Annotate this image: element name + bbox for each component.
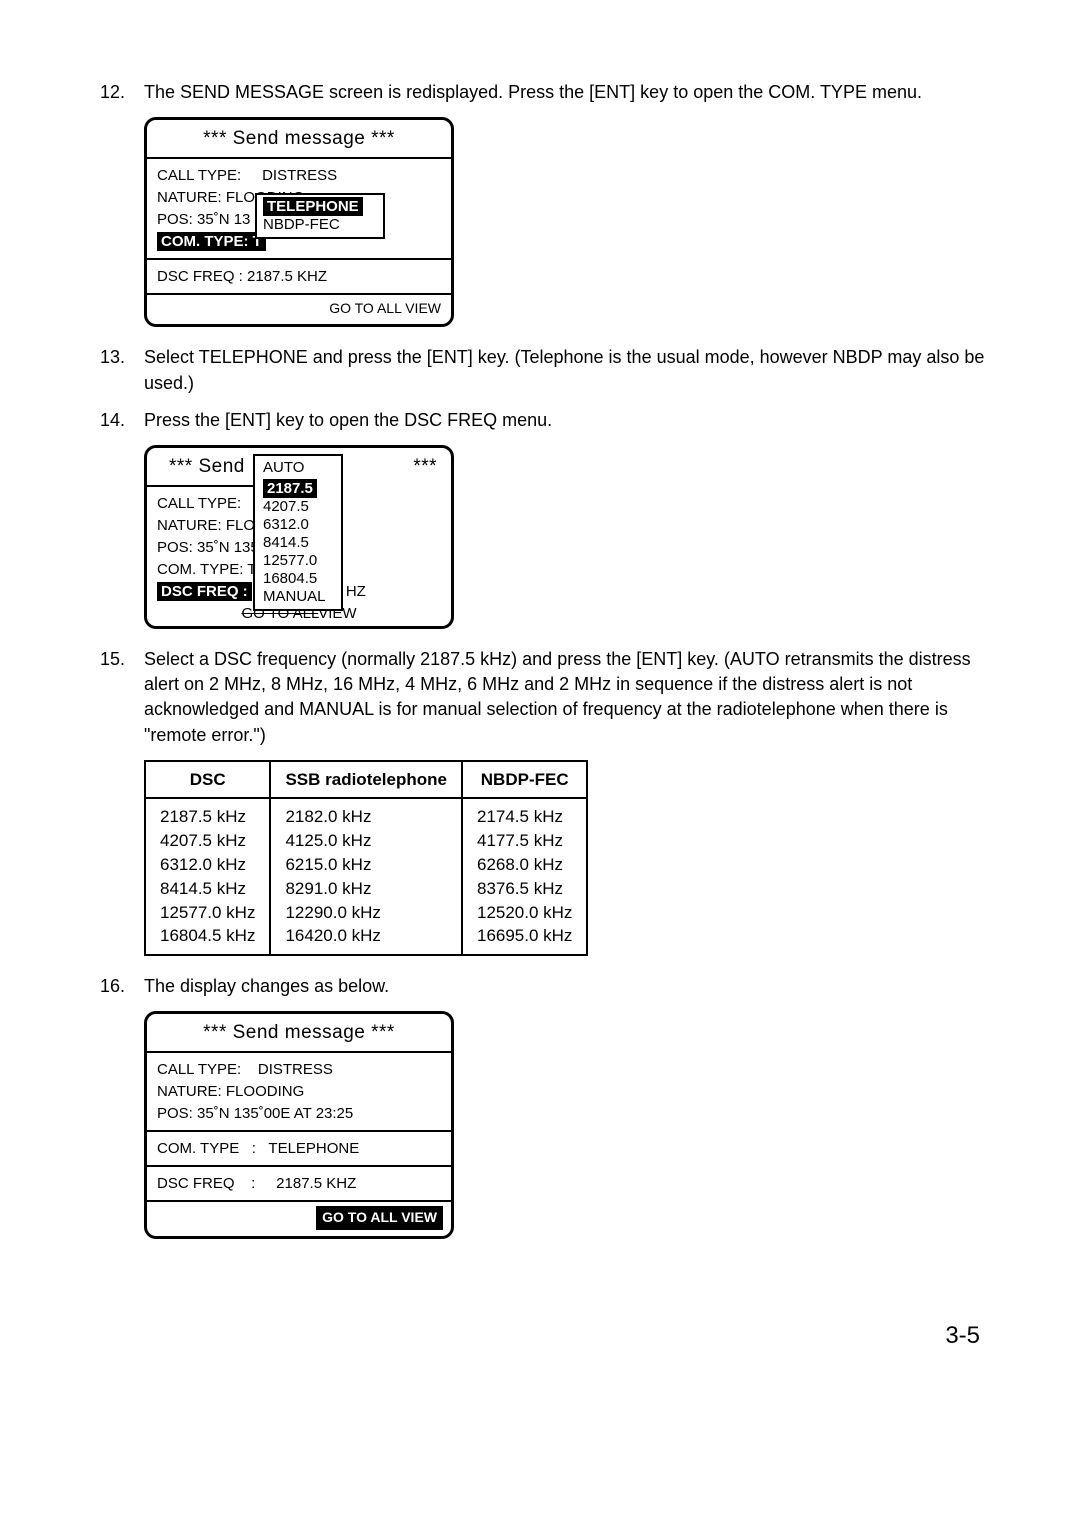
call-type-value: DISTRESS	[262, 167, 337, 184]
table-body: 2187.5 kHz 4207.5 kHz 6312.0 kHz 8414.5 …	[145, 798, 587, 955]
screen-send-message-final: *** Send message *** CALL TYPE: DISTRESS…	[144, 1011, 454, 1238]
go-to-all-view-highlight[interactable]: GO TO ALL VIEW	[316, 1206, 443, 1230]
step-number: 13.	[100, 345, 144, 395]
screen-footer: GO TO ALL VIEW	[147, 295, 451, 325]
cell: 4207.5 kHz	[160, 829, 255, 853]
popup-option-nbdp[interactable]: NBDP-FEC	[263, 216, 377, 234]
th-dsc: DSC	[145, 761, 270, 799]
cell: 8414.5 kHz	[160, 877, 255, 901]
th-ssb: SSB radiotelephone	[270, 761, 462, 799]
dsc-freq-label-highlight: DSC FREQ :	[157, 582, 252, 601]
pos-line: POS: 35˚N 135˚00E AT 23:25	[157, 1103, 441, 1124]
th-nbdp: NBDP-FEC	[462, 761, 587, 799]
step-text: The display changes as below.	[144, 974, 990, 999]
cell: 2174.5 kHz	[477, 805, 572, 829]
frequency-table: DSC SSB radiotelephone NBDP-FEC 2187.5 k…	[144, 760, 588, 957]
cell: 2187.5 kHz	[160, 805, 255, 829]
step-16: 16. The display changes as below.	[100, 974, 990, 999]
com-type-line: COM. TYPE : TELEPHONE	[157, 1138, 441, 1159]
step-15: 15. Select a DSC frequency (normally 218…	[100, 647, 990, 748]
call-type-line: CALL TYPE: DISTRESS	[157, 1059, 441, 1080]
step-number: 16.	[100, 974, 144, 999]
popup-freq[interactable]: 16804.5	[263, 570, 333, 588]
step-number: 15.	[100, 647, 144, 748]
popup-freq-selected[interactable]: 2187.5	[263, 480, 333, 498]
page-number: 3-5	[100, 1319, 980, 1353]
com-type-popup: TELEPHONE NBDP-FEC	[255, 193, 385, 239]
screen-send-message-dscfreq: *** Send *** CALL TYPE: NATURE: FLO POS:…	[144, 445, 454, 629]
screen-body: CALL TYPE: DISTRESS NATURE: FLOODING POS…	[147, 1053, 451, 1130]
popup-freq[interactable]: 4207.5	[263, 498, 333, 516]
telephone-selected: TELEPHONE	[263, 197, 363, 216]
step-text: Select TELEPHONE and press the [ENT] key…	[144, 345, 990, 395]
popup-manual[interactable]: MANUAL	[263, 588, 333, 606]
dsc-freq-line: DSC FREQ : 2187.5 KHZ	[157, 1173, 441, 1194]
cell: 2182.0 kHz	[285, 805, 447, 829]
cell: 8291.0 kHz	[285, 877, 447, 901]
nature-line: NATURE: FLOODING	[157, 1081, 441, 1102]
screen-body3: DSC FREQ : 2187.5 KHZ	[147, 1167, 451, 1200]
dsc-freq-text: DSC FREQ : 2187.5 KHZ	[157, 266, 441, 287]
popup-option-telephone[interactable]: TELEPHONE	[263, 198, 377, 216]
cell: 6268.0 kHz	[477, 853, 572, 877]
call-type-line: CALL TYPE: DISTRESS	[157, 165, 441, 186]
dsc-freq-line: DSC FREQ : 2187.5 KHZ	[147, 260, 451, 293]
screen-send-message-comtype: *** Send message *** CALL TYPE: DISTRESS…	[144, 117, 454, 327]
step-text: Select a DSC frequency (normally 2187.5 …	[144, 647, 990, 748]
screen-body2: COM. TYPE : TELEPHONE	[147, 1132, 451, 1165]
screen-title: *** Send message ***	[147, 1014, 451, 1051]
screen-body: CALL TYPE: DISTRESS NATURE: FLOODING POS…	[147, 159, 451, 258]
screen-title: *** Send message ***	[147, 120, 451, 157]
popup-freq[interactable]: 12577.0	[263, 552, 333, 570]
step-13: 13. Select TELEPHONE and press the [ENT]…	[100, 345, 990, 395]
cell: 12577.0 kHz	[160, 901, 255, 925]
table-row: 2187.5 kHz 4207.5 kHz 6312.0 kHz 8414.5 …	[145, 798, 587, 955]
step-number: 14.	[100, 408, 144, 433]
popup-auto[interactable]: AUTO	[263, 459, 333, 477]
cell: 8376.5 kHz	[477, 877, 572, 901]
call-type-label: CALL TYPE:	[157, 167, 241, 184]
hz-suffix: HZ	[346, 583, 366, 600]
title-left: *** Send	[169, 456, 245, 477]
table-header-row: DSC SSB radiotelephone NBDP-FEC	[145, 761, 587, 799]
title-right: ***	[413, 454, 437, 481]
step-text: The SEND MESSAGE screen is redisplayed. …	[144, 80, 990, 105]
step-12: 12. The SEND MESSAGE screen is redisplay…	[100, 80, 990, 105]
cell: 16804.5 kHz	[160, 924, 255, 948]
step-14: 14. Press the [ENT] key to open the DSC …	[100, 408, 990, 433]
cell: 16695.0 kHz	[477, 924, 572, 948]
cell: 16420.0 kHz	[285, 924, 447, 948]
com-type-label-highlight: COM. TYPE: T	[157, 232, 266, 251]
step-text: Press the [ENT] key to open the DSC FREQ…	[144, 408, 990, 433]
cell: 12520.0 kHz	[477, 901, 572, 925]
dsc-freq-popup: AUTO 2187.5 4207.5 6312.0 8414.5 12577.0…	[253, 454, 343, 611]
cell: 6312.0 kHz	[160, 853, 255, 877]
step-number: 12.	[100, 80, 144, 105]
popup-freq[interactable]: 6312.0	[263, 516, 333, 534]
cell: 4125.0 kHz	[285, 829, 447, 853]
popup-freq[interactable]: 8414.5	[263, 534, 333, 552]
cell: 4177.5 kHz	[477, 829, 572, 853]
cell: 12290.0 kHz	[285, 901, 447, 925]
popup-2187: 2187.5	[263, 479, 317, 498]
screen-footer: GO TO ALL VIEW	[147, 1202, 451, 1236]
cell: 6215.0 kHz	[285, 853, 447, 877]
